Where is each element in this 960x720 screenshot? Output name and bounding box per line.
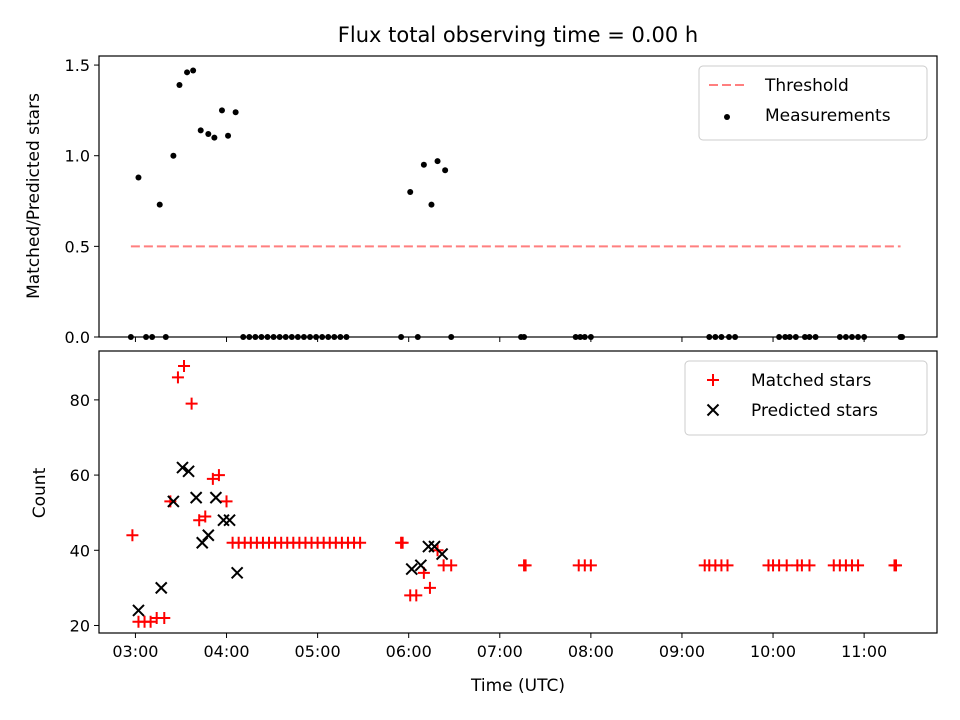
measurement-point: [211, 134, 218, 141]
axes-frame: [98, 350, 938, 634]
predicted-point: [189, 491, 203, 504]
predicted-point: [435, 547, 449, 561]
y-tick-label: 80: [70, 391, 90, 410]
matched-point: [171, 371, 184, 384]
predicted-point: [202, 529, 215, 542]
x-tick-label: 11:00: [841, 642, 887, 661]
measurement-point: [434, 158, 441, 165]
predicted-point: [132, 604, 145, 617]
predicted-point: [176, 461, 189, 474]
top-y-axis-label: Matched/Predicted stars: [24, 93, 44, 299]
predicted-point: [414, 559, 428, 572]
plot-area: [126, 360, 903, 628]
legend: Matched stars Predicted stars: [684, 360, 928, 436]
ratio-panel: 0.0 0.5 1.0 1.5 Threshold Measurements: [65, 55, 938, 347]
matched-point: [852, 559, 865, 572]
matched-point: [220, 495, 233, 508]
x-axis-label: Time (UTC): [470, 676, 565, 696]
x-tick-label: 09:00: [659, 642, 705, 661]
x-tick-label: 08:00: [568, 642, 614, 661]
x-tick-label: 04:00: [203, 642, 249, 661]
legend-label: Threshold: [764, 76, 849, 96]
matched-point: [206, 472, 219, 485]
matched-point: [584, 559, 597, 572]
predicted-point: [155, 581, 168, 595]
matched-point: [803, 559, 816, 572]
measurement-point: [197, 127, 204, 134]
matched-point: [721, 559, 734, 572]
measurement-point: [420, 161, 427, 168]
matched-point: [158, 611, 171, 624]
measurement-point: [190, 67, 197, 74]
predicted-point: [167, 495, 180, 508]
legend-matched-swatch: [707, 374, 719, 386]
x-tick-label: 06:00: [386, 642, 432, 661]
matched-point: [890, 559, 903, 572]
matched-point: [199, 510, 212, 523]
predicted-point: [182, 465, 195, 478]
predicted-point: [422, 540, 435, 553]
chart-title: Flux total observing time = 0.00 h: [338, 23, 698, 47]
predicted-point: [217, 513, 230, 527]
matched-point: [212, 469, 225, 482]
measurement-point: [232, 109, 239, 116]
legend-label: Predicted stars: [751, 401, 878, 421]
matched-point: [519, 559, 532, 572]
predicted-point: [209, 491, 223, 504]
matched-point: [423, 581, 436, 594]
legend-label: Matched stars: [751, 371, 871, 391]
legend-predicted-swatch: [706, 403, 720, 417]
matched-point: [144, 615, 157, 628]
measurement-point: [407, 188, 414, 195]
measurement-point: [156, 201, 163, 208]
matched-point: [354, 536, 367, 549]
measurement-point: [442, 167, 449, 174]
measurement-point: [176, 82, 183, 89]
y-tick-label: 0.0: [65, 328, 90, 347]
y-tick-label: 60: [70, 466, 90, 485]
axes-frame: [98, 55, 938, 338]
measurement-point: [218, 107, 225, 114]
measurement-point: [225, 132, 232, 139]
x-tick-label: 05:00: [295, 642, 341, 661]
legend-box: [698, 65, 928, 141]
matched-point: [178, 360, 191, 373]
y-tick-label: 20: [70, 616, 90, 635]
matched-point: [410, 589, 423, 602]
matched-point: [185, 397, 198, 410]
x-tick-label: 10:00: [750, 642, 796, 661]
y-tick-label: 1.0: [65, 147, 90, 166]
y-tick-label: 0.5: [65, 237, 90, 256]
matched-point: [780, 559, 793, 572]
y-tick-label: 40: [70, 541, 90, 560]
predicted-point: [196, 536, 209, 549]
x-tick-label: 07:00: [477, 642, 523, 661]
count-panel: 03:00 04:00 05:00 06:00 07:00 08:00 09:00 10:00…: [70, 350, 938, 661]
legend: Threshold Measurements: [698, 65, 928, 141]
measurement-point: [135, 174, 142, 181]
predicted-point: [230, 566, 244, 580]
predicted-point: [405, 562, 418, 576]
plot-area: [127, 67, 906, 340]
bottom-y-axis-label: Count: [30, 467, 50, 518]
measurement-point: [205, 130, 212, 137]
legend-label: Measurements: [765, 106, 891, 126]
y-tick-label: 1.5: [65, 56, 90, 75]
matched-point: [445, 559, 458, 572]
matched-point: [126, 529, 139, 542]
matched-point: [193, 514, 206, 527]
x-tick-label: 03:00: [112, 642, 158, 661]
measurement-point: [428, 201, 435, 208]
legend-measurement-swatch: [724, 114, 730, 120]
measurement-point: [184, 69, 191, 76]
measurement-point: [170, 152, 177, 159]
matched-point: [396, 536, 409, 549]
predicted-point: [223, 513, 236, 527]
legend-box: [684, 360, 928, 436]
